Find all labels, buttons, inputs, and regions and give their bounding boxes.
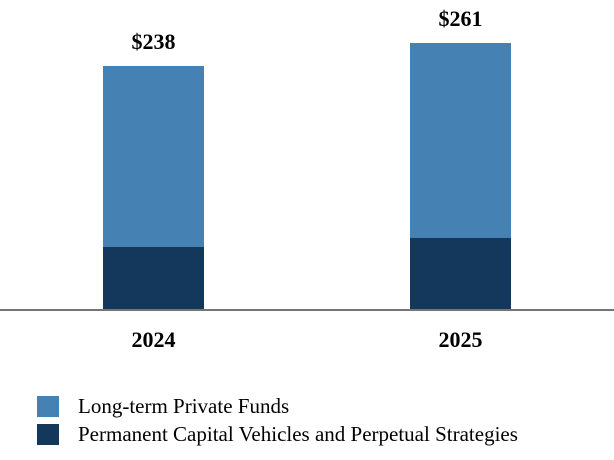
plot-area: $238 $261 bbox=[0, 8, 614, 311]
bar-group-2024: $238 bbox=[103, 31, 204, 309]
bar-group-2025: $261 bbox=[410, 8, 511, 309]
bar-2025 bbox=[410, 43, 511, 309]
segment-long-term-private-funds-2025 bbox=[410, 43, 511, 238]
x-tick-2024: 2024 bbox=[131, 327, 176, 352]
segment-permanent-capital-2024 bbox=[103, 247, 204, 309]
legend-item-long-term-private-funds: Long-term Private Funds bbox=[37, 395, 518, 418]
segment-permanent-capital-2025 bbox=[410, 238, 511, 309]
legend-swatch-light-blue bbox=[37, 396, 59, 417]
legend-item-permanent-capital: Permanent Capital Vehicles and Perpetual… bbox=[37, 423, 518, 446]
x-tick-2025: 2025 bbox=[438, 327, 483, 352]
x-axis-line bbox=[0, 309, 614, 311]
total-label-2025: $261 bbox=[438, 6, 483, 31]
legend-label: Long-term Private Funds bbox=[78, 394, 290, 418]
total-label-2024: $238 bbox=[131, 29, 176, 54]
legend-label: Permanent Capital Vehicles and Perpetual… bbox=[78, 422, 518, 446]
legend: Long-term Private Funds Permanent Capita… bbox=[37, 395, 518, 446]
bar-2024 bbox=[103, 66, 204, 309]
legend-swatch-dark-navy bbox=[37, 424, 59, 445]
segment-long-term-private-funds-2024 bbox=[103, 66, 204, 247]
x-axis-labels: 2024 2025 bbox=[0, 328, 614, 352]
